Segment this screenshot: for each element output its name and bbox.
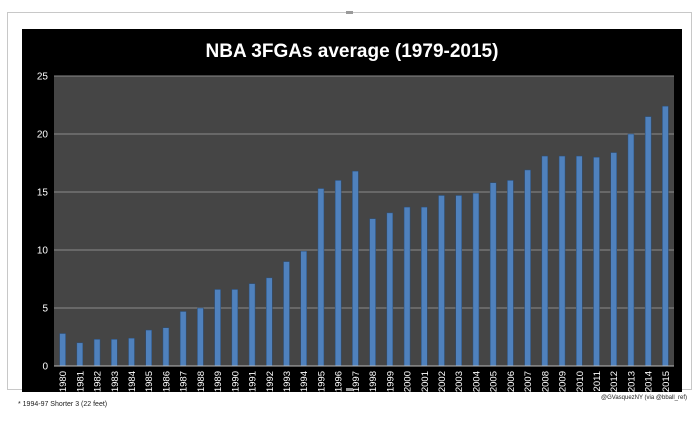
y-tick-label: 20 [37,130,49,141]
x-tick-label: 2010 [575,371,586,392]
x-tick-label: 1997 [351,371,362,392]
footnote: * 1994-97 Shorter 3 (22 feet) [18,401,108,408]
bar-1994 [300,250,307,367]
y-tick-label: 15 [37,188,49,199]
x-tick-label: 1990 [230,371,241,392]
bar-1982 [93,339,101,367]
x-tick-label: 2007 [523,371,534,392]
x-tick-label: 2006 [506,371,517,392]
x-tick-label: 1995 [316,371,327,392]
x-tick-label: 1987 [179,371,190,392]
bar-2004 [472,192,480,367]
bars [59,105,669,367]
bar-1987 [179,311,187,367]
x-tick-label: 2015 [661,371,672,392]
x-tick-label: 1996 [334,371,345,392]
bar-2010 [576,155,583,367]
bar-2002 [438,195,445,367]
bar-1992 [266,277,273,367]
bar-1989 [214,289,221,367]
x-tick-label: 2003 [454,371,465,392]
chart-title: NBA 3FGAs average (1979-2015) [206,41,499,62]
x-tick-label: 1993 [282,371,293,392]
bar-2011 [593,156,600,367]
x-tick-label: 1984 [127,371,138,392]
bar-2015 [662,105,669,367]
bar-1980 [59,333,66,367]
x-tick-label: 1983 [110,371,121,392]
x-tick-label: 1989 [213,371,224,392]
bar-1993 [283,261,290,367]
x-tick-label: 1999 [385,371,396,392]
bar-1996 [334,180,342,367]
resize-handle-bottom[interactable] [346,388,353,391]
bar-1984 [128,337,135,367]
bar-1999 [386,212,394,367]
y-tick-label: 5 [42,304,48,315]
x-tick-label: 1985 [144,371,155,392]
x-tick-label: 1982 [93,371,104,392]
x-tick-label: 1986 [161,371,172,392]
bar-2009 [558,155,566,367]
x-tick-label: 1980 [58,371,69,392]
x-tick-label: 2005 [489,371,500,392]
bar-1998 [369,218,376,367]
bar-1997 [352,170,359,367]
y-tick-label: 25 [37,72,49,83]
x-tick-label: 1991 [248,371,259,392]
bar-1991 [248,283,256,367]
gridlines [54,75,674,309]
y-tick-label: 10 [37,246,49,257]
x-tick-label: 2013 [626,371,637,392]
x-tick-label: 2012 [609,371,620,392]
source-credit: @GVasquezNY (via @bball_ref) [601,395,687,401]
bar-1981 [76,342,84,367]
x-tick-label: 2004 [471,371,482,392]
x-tick-label: 1992 [265,371,276,392]
plot-area [54,76,674,366]
bar-2012 [610,152,617,367]
bar-2013 [627,133,635,367]
bar-1990 [231,289,239,367]
x-tick-label: 1998 [368,371,379,392]
bar-1985 [145,329,152,367]
bar-1995 [317,188,325,367]
bar-2005 [489,182,497,367]
y-axis-tick-labels: 0 5 10 15 20 25 [37,72,49,373]
y-tick-label: 0 [42,362,48,373]
bar-2006 [507,180,514,367]
bar-1988 [197,307,204,367]
chart-frame: NBA 3FGAs average (1979-2015) 0 5 10 15 20 25… [7,12,692,392]
x-tick-label: 1988 [196,371,207,392]
x-tick-label: 2002 [437,371,448,392]
bar-2007 [524,169,531,367]
x-tick-label: 2014 [644,371,655,392]
bar-2003 [455,195,462,367]
x-tick-label: 1981 [75,371,86,392]
x-tick-label: 2009 [558,371,569,392]
x-tick-label: 2000 [403,371,414,392]
x-tick-label: 2008 [540,371,551,392]
bar-chart: NBA 3FGAs average (1979-2015) 0 5 10 15 20 25… [22,29,682,392]
bar-1986 [162,327,170,367]
resize-handle-top[interactable] [346,11,353,14]
x-tick-label: 1994 [299,371,310,392]
bar-1983 [111,339,118,367]
x-axis-tick-labels: 1980 1981 1982 1983 1984 1985 1986 1987 1988 1989… [58,371,672,392]
x-tick-label: 2011 [592,371,603,391]
bar-2000 [403,206,411,367]
bar-2001 [421,206,428,367]
bar-2014 [644,116,652,367]
x-tick-label: 2001 [420,371,431,392]
bar-2008 [541,155,549,367]
